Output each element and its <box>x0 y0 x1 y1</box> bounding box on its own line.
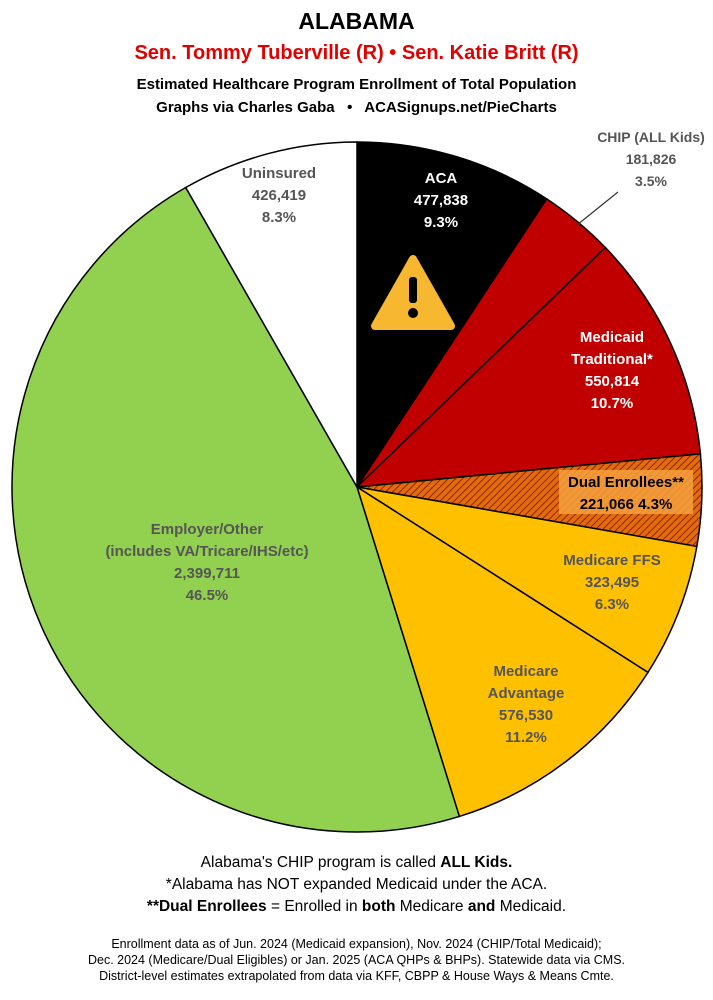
slice-medicaid-traditional-label: Medicaid <box>580 329 644 346</box>
slice-medicare-ffs-label: Medicare FFS <box>563 552 661 569</box>
slice-medicare-ffs-value: 323,495 <box>585 574 639 591</box>
slice-employer-other-label: Employer/Other <box>151 521 264 538</box>
slice-medicaid-traditional <box>354 246 702 488</box>
slice-aca <box>356 141 548 490</box>
slice-uninsured <box>184 141 358 490</box>
slice-chip-value: 181,826 <box>626 151 677 167</box>
slice-employer-other-pct: 46.5% <box>186 587 229 604</box>
slice-uninsured-label: Uninsured <box>242 165 316 182</box>
slice-medicare-advantage <box>355 485 650 818</box>
slice-aca-value: 477,838 <box>414 192 468 209</box>
slice-medicare-advantage-pct: 11.2% <box>505 729 547 746</box>
slice-medicare-advantage-value: 576,530 <box>499 707 553 724</box>
slice-dual-enrollees-label: Dual Enrollees** <box>568 474 684 491</box>
slice-employer-other-value: 2,399,711 <box>174 565 240 582</box>
medicaid-note: *Alabama has NOT expanded Medicaid under… <box>165 876 548 893</box>
chart-subtitle: Estimated Healthcare Program Enrollment … <box>136 76 577 93</box>
slice-aca-label: ACA <box>425 170 458 187</box>
slice-medicaid-traditional-label: Traditional* <box>571 351 653 368</box>
slice-uninsured-pct: 8.3% <box>262 209 296 226</box>
slice-medicare-ffs-pct: 6.3% <box>595 596 629 613</box>
state-title: ALABAMA <box>298 8 415 34</box>
slice-chip-label: CHIP (ALL Kids) <box>597 129 705 145</box>
warning-triangle-icon <box>371 255 455 330</box>
slice-dual-enrollees-value: 221,066 4.3% <box>580 496 673 513</box>
chip-note: Alabama's CHIP program is called ALL Kid… <box>200 854 513 871</box>
slice-medicare-ffs <box>356 486 698 674</box>
chip-leader-line <box>576 191 619 226</box>
senators-line: Sen. Tommy Tuberville (R) • Sen. Katie B… <box>134 42 579 64</box>
slice-employer-other <box>11 186 461 833</box>
footer-line-3: District-level estimates extrapolated fr… <box>99 969 614 983</box>
slice-medicare-advantage-label: Advantage <box>488 685 565 702</box>
dual-label-background <box>559 470 693 514</box>
dual-enrollees-note: **Dual Enrollees = Enrolled in both Medi… <box>146 898 567 915</box>
slice-medicare-advantage-label: Medicare <box>493 663 558 680</box>
slice-medicaid-traditional-value: 550,814 <box>585 373 640 390</box>
slice-aca-pct: 9.3% <box>424 214 458 231</box>
footer-line-1: Enrollment data as of Jun. 2024 (Medicai… <box>111 937 602 951</box>
footer-line-2: Dec. 2024 (Medicare/Dual Eligibles) or J… <box>87 953 626 967</box>
credit-line: Graphs via Charles Gaba • ACASignups.net… <box>156 99 557 116</box>
slice-uninsured-value: 426,419 <box>252 187 306 204</box>
slice-chip-pct: 3.5% <box>635 173 667 189</box>
slice-employer-other-label: (includes VA/Tricare/IHS/etc) <box>105 543 308 560</box>
slice-medicaid-traditional-pct: 10.7% <box>591 395 634 412</box>
